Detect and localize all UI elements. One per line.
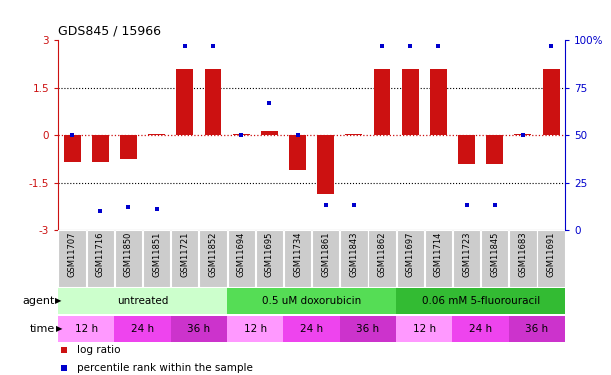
Bar	[114, 316, 170, 342]
Text: ▶: ▶	[56, 324, 62, 333]
Bar	[58, 288, 227, 314]
Text: 0.5 uM doxorubicin: 0.5 uM doxorubicin	[262, 296, 361, 306]
Bar	[317, 135, 334, 194]
Bar	[453, 230, 480, 287]
Bar	[514, 134, 532, 135]
Text: GSM11723: GSM11723	[462, 232, 471, 277]
Bar	[312, 230, 339, 287]
Text: GSM11862: GSM11862	[378, 232, 387, 277]
Text: GSM11695: GSM11695	[265, 232, 274, 277]
Bar	[284, 316, 340, 342]
Bar	[345, 134, 362, 135]
Bar	[58, 316, 114, 342]
Text: time: time	[30, 324, 55, 334]
Text: 24 h: 24 h	[300, 324, 323, 334]
Bar	[340, 316, 396, 342]
Text: 12 h: 12 h	[75, 324, 98, 334]
Text: GSM11852: GSM11852	[208, 232, 218, 277]
Text: log ratio: log ratio	[78, 345, 121, 355]
Text: GSM11697: GSM11697	[406, 232, 415, 277]
Text: GSM11707: GSM11707	[68, 232, 76, 277]
Text: 12 h: 12 h	[413, 324, 436, 334]
Text: 24 h: 24 h	[469, 324, 492, 334]
Text: 24 h: 24 h	[131, 324, 154, 334]
Text: GSM11721: GSM11721	[180, 232, 189, 277]
Text: GSM11734: GSM11734	[293, 232, 302, 277]
Bar	[170, 316, 227, 342]
Text: 36 h: 36 h	[525, 324, 549, 334]
Bar	[397, 230, 424, 287]
Text: GSM11843: GSM11843	[349, 232, 359, 277]
Bar	[425, 230, 452, 287]
Bar	[396, 316, 453, 342]
Text: GSM11861: GSM11861	[321, 232, 330, 277]
Bar	[59, 230, 86, 287]
Text: 36 h: 36 h	[356, 324, 379, 334]
Text: percentile rank within the sample: percentile rank within the sample	[78, 363, 253, 373]
Bar	[115, 230, 142, 287]
Bar	[227, 316, 284, 342]
Text: GSM11845: GSM11845	[490, 232, 499, 277]
Bar	[402, 69, 419, 135]
Bar	[509, 230, 536, 287]
Bar	[227, 230, 255, 287]
Bar	[143, 230, 170, 287]
Bar	[171, 230, 199, 287]
Bar	[458, 135, 475, 164]
Text: GSM11694: GSM11694	[236, 232, 246, 277]
Text: 12 h: 12 h	[244, 324, 267, 334]
Bar	[87, 230, 114, 287]
Bar	[199, 230, 227, 287]
Bar	[373, 69, 390, 135]
Text: GSM11851: GSM11851	[152, 232, 161, 277]
Text: GSM11850: GSM11850	[124, 232, 133, 277]
Text: GSM11691: GSM11691	[547, 232, 555, 277]
Text: GSM11714: GSM11714	[434, 232, 443, 277]
Bar	[227, 288, 396, 314]
Text: ▶: ▶	[55, 297, 62, 306]
Bar	[538, 230, 565, 287]
Text: 0.06 mM 5-fluorouracil: 0.06 mM 5-fluorouracil	[422, 296, 540, 306]
Text: GSM11716: GSM11716	[96, 232, 105, 277]
Bar	[481, 230, 508, 287]
Bar	[261, 131, 278, 135]
Bar	[509, 316, 565, 342]
Bar	[148, 134, 165, 135]
Bar	[64, 135, 81, 162]
Bar	[289, 135, 306, 170]
Text: 36 h: 36 h	[188, 324, 210, 334]
Bar	[396, 288, 565, 314]
Text: agent: agent	[23, 296, 55, 306]
Bar	[543, 69, 560, 135]
Bar	[486, 135, 503, 164]
Bar	[233, 134, 250, 135]
Bar	[120, 135, 137, 159]
Bar	[92, 135, 109, 162]
Text: GSM11683: GSM11683	[518, 232, 527, 278]
Bar	[368, 230, 396, 287]
Bar	[430, 69, 447, 135]
Bar	[255, 230, 283, 287]
Bar	[284, 230, 311, 287]
Bar	[453, 316, 509, 342]
Bar	[205, 69, 221, 135]
Text: GDS845 / 15966: GDS845 / 15966	[58, 24, 161, 38]
Text: untreated: untreated	[117, 296, 168, 306]
Bar	[177, 69, 193, 135]
Bar	[340, 230, 368, 287]
